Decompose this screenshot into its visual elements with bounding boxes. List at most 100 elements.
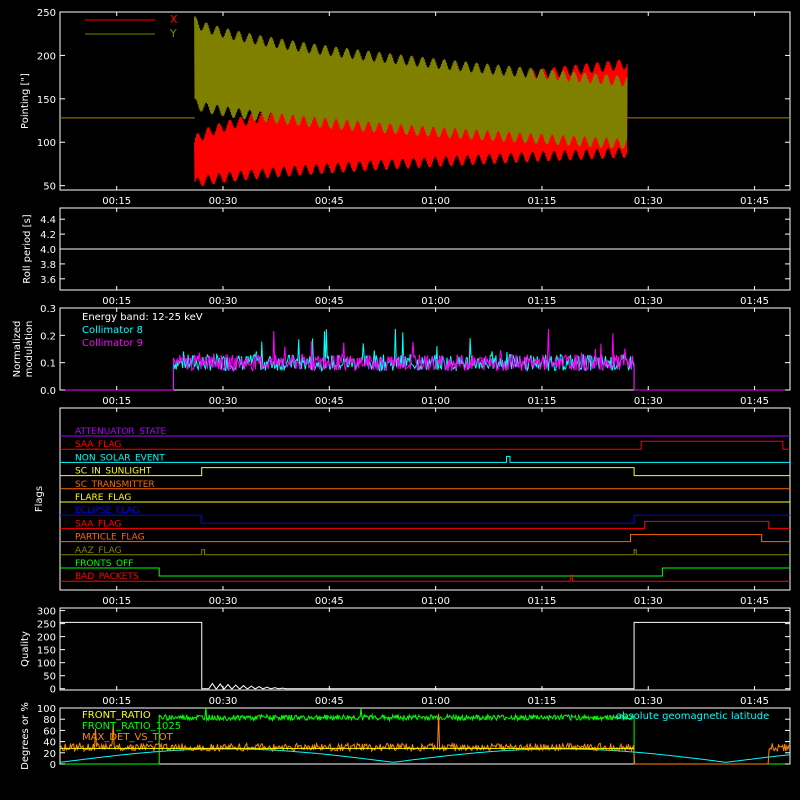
legend-max-det-vs-tot: MAX_DET_VS_TOT — [82, 732, 174, 743]
x-tick-label: 01:30 — [634, 396, 663, 407]
roll-panel: 3.6 3.8 4.0 4.2 4.4 00:15 00:30 00:45 01:00 01:15… — [22, 207, 791, 307]
flag-line — [60, 534, 790, 543]
x-tick-label: 00:30 — [209, 396, 238, 407]
pointing-ylabel: Pointing ["] — [20, 73, 31, 129]
y-tick-label: 60 — [43, 726, 56, 737]
y-tick-label: 0.1 — [40, 359, 56, 370]
y-tick-label: 3.6 — [40, 275, 56, 286]
y-tick-label: 100 — [37, 138, 56, 149]
y-tick-label: 200 — [37, 633, 56, 644]
x-tick-label: 00:15 — [102, 196, 131, 207]
x-tick-label: 01:30 — [634, 196, 663, 207]
flag-line — [60, 455, 790, 463]
y-tick-label: 250 — [37, 8, 56, 19]
x-tick-label: 01:45 — [740, 196, 769, 207]
x-tick-label: 01:00 — [421, 396, 450, 407]
flag-label: AAZ_FLAG — [75, 546, 122, 556]
y-tick-label: 3.8 — [40, 260, 56, 271]
x-tick-label: 01:45 — [740, 596, 769, 607]
x-tick-label: 01:30 — [634, 596, 663, 607]
latitude-line — [59, 748, 791, 763]
x-tick-label: 00:45 — [315, 696, 344, 707]
y-tick-label: 20 — [43, 749, 56, 760]
x-tick-label: 00:30 — [209, 696, 238, 707]
flag-label: NON_SOLAR_EVENT — [75, 453, 165, 463]
quality-panel: 0 50 100 150 200 250 300 00:15 00:30 00:45 01:00 01… — [20, 607, 791, 707]
y-tick-label: 0.2 — [40, 331, 56, 342]
x-tick-label: 01:00 — [421, 296, 450, 307]
flag-line — [60, 567, 790, 577]
pointing-axes: 50 100 150 200 250 00:15 00:30 00:45 01:00 01:15 0… — [37, 8, 790, 207]
modulation-ylabel-1: Normalized — [12, 321, 23, 378]
flag-label: SAA_FLAG — [75, 440, 121, 450]
legend-x-label: X — [170, 13, 178, 26]
y-tick-label: 4.0 — [40, 245, 56, 256]
y-tick-label: 50 — [43, 672, 56, 683]
roll-ylabel: Roll period [s] — [22, 214, 33, 283]
x-tick-label: 00:15 — [102, 696, 131, 707]
y-tick-label: 100 — [37, 704, 56, 715]
x-tick-label: 01:15 — [528, 296, 557, 307]
modulation-line-1 — [60, 329, 790, 391]
flag-label: FRONTS_OFF — [75, 559, 133, 569]
ratios-data — [59, 707, 791, 765]
flag-label: SAA_FLAG — [75, 519, 121, 529]
y-tick-label: 0.0 — [40, 386, 56, 397]
x-tick-label: 01:00 — [421, 696, 450, 707]
y-tick-label: 4.2 — [40, 230, 56, 241]
x-tick-label: 00:15 — [102, 396, 131, 407]
flag-line — [60, 520, 790, 529]
legend-collimator-8: Collimator 8 — [82, 325, 143, 336]
x-tick-label: 01:15 — [528, 396, 557, 407]
modulation-data — [60, 328, 790, 391]
y-tick-label: 150 — [37, 95, 56, 106]
quality-line — [60, 621, 790, 690]
front-ratio-1025-line — [60, 707, 790, 765]
legend-collimator-9: Collimator 9 — [82, 338, 143, 349]
flag-label: SC_IN_SUNLIGHT — [75, 467, 152, 477]
flag-label: SC_TRANSMITTER — [75, 480, 155, 490]
ratios-ylabel: Degrees or % — [20, 702, 31, 770]
flag-line — [60, 574, 790, 582]
flags-axes: 00:15 00:30 00:45 01:00 01:15 01:30 01:45 — [102, 408, 769, 607]
quality-frame — [59, 607, 791, 691]
energy-band-label: Energy band: 12-25 keV — [82, 312, 203, 323]
quality-ylabel: Quality — [20, 631, 31, 667]
x-tick-label: 00:30 — [209, 196, 238, 207]
x-tick-label: 01:45 — [740, 396, 769, 407]
roll-axes: 3.6 3.8 4.0 4.2 4.4 00:15 00:30 00:45 01:00 01:15… — [40, 208, 790, 307]
y-tick-label: 0.3 — [40, 304, 56, 315]
y-tick-label: 150 — [37, 646, 56, 657]
legend-y-label: Y — [169, 27, 177, 40]
flags-frame — [59, 407, 791, 591]
flag-label: BAD_PACKETS — [75, 572, 139, 582]
x-tick-label: 01:45 — [740, 296, 769, 307]
modulation-panel: 0.0 0.1 0.2 0.3 00:15 00:30 00:45 01:00 01:15 01:… — [12, 304, 791, 407]
x-tick-label: 01:30 — [634, 696, 663, 707]
y-tick-label: 300 — [37, 607, 56, 618]
series-line-Y — [194, 16, 628, 149]
flag-label: FLARE_FLAG — [75, 493, 131, 503]
flag-label: ECLIPSE_FLAG — [75, 506, 139, 516]
flags-data: ATTENUATOR_STATE SAA_FLAG NON_SOLAR_EVENT S… — [60, 427, 790, 582]
y-tick-label: 250 — [37, 620, 56, 631]
x-tick-label: 00:45 — [315, 396, 344, 407]
x-tick-label: 00:30 — [209, 596, 238, 607]
flag-line — [60, 467, 790, 477]
pointing-frame — [59, 11, 791, 191]
x-tick-label: 00:45 — [315, 596, 344, 607]
y-tick-label: 50 — [43, 182, 56, 193]
x-tick-label: 01:15 — [528, 696, 557, 707]
y-tick-label: 4.4 — [40, 215, 56, 226]
y-tick-label: 80 — [43, 715, 56, 726]
x-tick-label: 00:15 — [102, 296, 131, 307]
x-tick-label: 01:30 — [634, 296, 663, 307]
quality-data — [60, 621, 790, 690]
x-tick-label: 01:15 — [528, 196, 557, 207]
modulation-axes: 0.0 0.1 0.2 0.3 00:15 00:30 00:45 01:00 01:15 01:… — [40, 304, 790, 407]
flags-ylabel: Flags — [34, 486, 45, 512]
flag-line — [60, 549, 790, 556]
